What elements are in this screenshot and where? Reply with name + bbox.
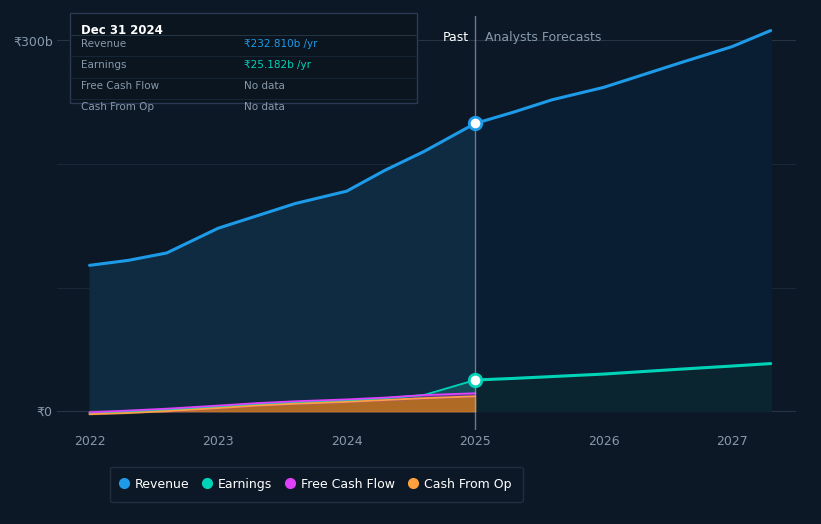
Text: Dec 31 2024: Dec 31 2024 — [80, 25, 163, 37]
Text: Free Cash Flow: Free Cash Flow — [80, 81, 158, 91]
Text: Analysts Forecasts: Analysts Forecasts — [485, 30, 602, 43]
Text: ₹25.182b /yr: ₹25.182b /yr — [244, 60, 311, 70]
Text: ₹232.810b /yr: ₹232.810b /yr — [244, 39, 317, 49]
Legend: Revenue, Earnings, Free Cash Flow, Cash From Op: Revenue, Earnings, Free Cash Flow, Cash … — [110, 466, 522, 502]
Text: Revenue: Revenue — [80, 39, 126, 49]
Text: Past: Past — [443, 30, 469, 43]
Text: Earnings: Earnings — [80, 60, 126, 70]
Text: No data: No data — [244, 81, 285, 91]
Text: Cash From Op: Cash From Op — [80, 102, 154, 112]
Text: No data: No data — [244, 102, 285, 112]
FancyBboxPatch shape — [71, 13, 417, 103]
